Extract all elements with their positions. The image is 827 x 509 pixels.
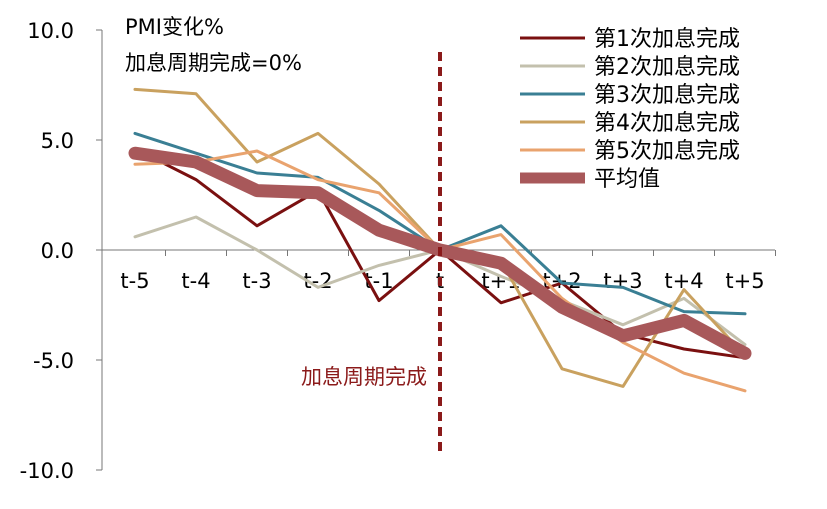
y-tick-label: -5.0 xyxy=(33,349,74,373)
y-tick-label: 10.0 xyxy=(27,19,74,43)
x-tick-label: t+3 xyxy=(603,269,642,293)
plot-area xyxy=(128,52,752,456)
y-tick-label: 5.0 xyxy=(41,129,74,153)
x-tick-label: t-4 xyxy=(181,269,210,293)
vline-label: 加息周期完成 xyxy=(301,365,427,389)
x-tick-label: t-5 xyxy=(120,269,149,293)
legend-label: 第5次加息完成 xyxy=(594,139,740,164)
legend-label: 第1次加息完成 xyxy=(594,27,740,52)
y-tick-label: -10.0 xyxy=(20,459,74,483)
legend-label: 第3次加息完成 xyxy=(594,83,740,108)
legend-label: 第4次加息完成 xyxy=(594,111,740,136)
legend-label: 平均值 xyxy=(594,167,660,192)
y-axis-note-line2: 加息周期完成=0% xyxy=(125,51,302,75)
x-tick-label: t+5 xyxy=(725,269,764,293)
y-axis-note-line1: PMI变化% xyxy=(125,15,224,39)
y-tick-label: 0.0 xyxy=(41,239,74,263)
legend-label: 第2次加息完成 xyxy=(594,55,740,80)
x-tick-label: t-3 xyxy=(242,269,271,293)
